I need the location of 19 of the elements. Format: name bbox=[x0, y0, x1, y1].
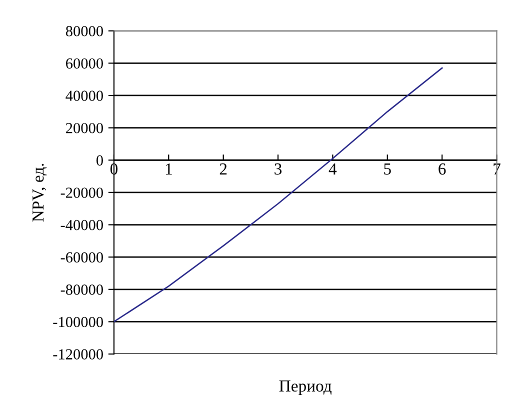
x-tick-label: 4 bbox=[328, 164, 337, 174]
y-tick-label: -120000 bbox=[53, 349, 103, 360]
y-tick-label: -60000 bbox=[60, 252, 103, 263]
y-tick-label: -80000 bbox=[60, 284, 103, 295]
y-tick-label: -100000 bbox=[53, 316, 103, 328]
x-tick-label: 1 bbox=[166, 163, 172, 174]
y-tick-label: -20000 bbox=[60, 188, 103, 198]
y-tick-label: 20000 bbox=[66, 122, 103, 134]
y-tick-label: 60000 bbox=[66, 58, 103, 69]
x-axis-title: Период bbox=[279, 380, 332, 395]
x-tick-label: 5 bbox=[384, 164, 391, 175]
y-tick-label: 40000 bbox=[66, 90, 103, 101]
x-tick-label: 6 bbox=[438, 163, 446, 175]
y-axis-title: NPV, ед. bbox=[32, 164, 47, 222]
y-tick-label: -40000 bbox=[60, 220, 103, 230]
x-tick-label: 3 bbox=[274, 163, 282, 175]
y-tick-label: 0 bbox=[96, 155, 103, 166]
x-tick-label: 2 bbox=[220, 163, 227, 174]
y-tick-label: 80000 bbox=[66, 26, 103, 36]
